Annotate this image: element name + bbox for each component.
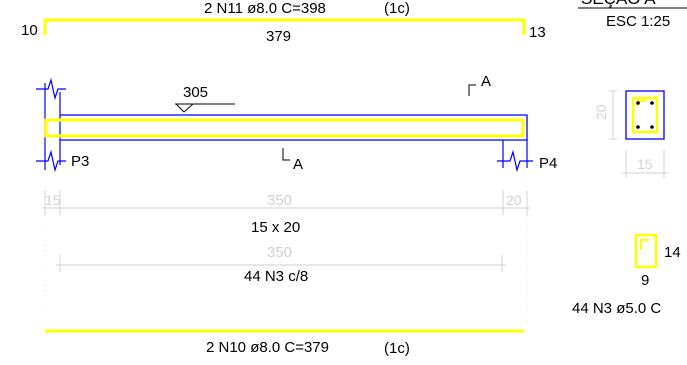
beam-elevation: 305 A A P3 P4 [36,73,557,173]
top-bar-length: 379 [266,28,291,45]
stirrup-shape-hook [640,239,649,250]
break-mark-right [497,149,533,173]
bottom-bar-label: 2 N10 ø8.0 C=379 [206,339,329,356]
stirrup-bar-label: 44 N3 ø5.0 C [572,300,661,317]
longitudinal-rebar [44,118,525,138]
section-height-label: 20 [593,104,609,120]
top-bar-label: 2 N11 ø8.0 C=398 [204,0,326,17]
section-width-label: 15 [637,156,653,172]
stirrup-shape [634,233,658,269]
support-left-label: P3 [71,153,89,170]
section-rebar-top-left [636,101,640,105]
section-cut-bottom [282,148,290,161]
section-title: SEÇÃO A [581,0,656,8]
bottom-bar-layer: (1c) [384,340,410,357]
top-bar-layer: (1c) [384,0,410,17]
grid-dot-marks [44,180,528,325]
level-label: 305 [183,84,208,101]
section-detail: SEÇÃO A ESC 1:25 20 15 14 9 44 N3 ø5.0 C [572,0,687,317]
section-cut-top-label: A [481,73,491,90]
level-triangle [174,103,195,113]
dimension-span: 350 [267,192,292,209]
section-cut-bottom-label: A [293,156,303,173]
top-bar-hook-right: 13 [529,24,546,41]
section-rebar-bottom-right [650,125,654,129]
stirrup-dimension-span: 350 [267,244,292,261]
section-concrete [625,90,665,140]
dimension-lines: 15 350 20 15 x 20 350 44 N3 c/8 [42,190,530,285]
beam-section-size: 15 x 20 [251,219,300,236]
beam-outline [60,114,528,141]
stirrup-height-label: 14 [664,244,681,261]
break-mark-left-bottom [36,149,66,173]
top-rebar [43,18,526,35]
stirrup-width-label: 9 [641,272,649,289]
stirrup-spacing-label: 44 N3 c/8 [244,268,308,285]
support-right-label: P4 [539,155,557,172]
section-cut-top [468,84,476,96]
bottom-bar-group: 2 N10 ø8.0 C=379 (1c) [45,329,524,357]
dimension-right-support: 20 [506,192,522,208]
break-mark-left-top [36,77,66,101]
section-rebar-top-right [650,101,654,105]
dimension-left-support: 15 [45,192,61,208]
top-bar-hook-left: 10 [21,22,38,39]
section-stirrup [631,96,659,134]
section-rebar-bottom-left [636,125,640,129]
section-scale: ESC 1:25 [606,13,670,30]
top-bar-group: 2 N11 ø8.0 C=398 (1c) 10 13 379 [21,0,546,45]
